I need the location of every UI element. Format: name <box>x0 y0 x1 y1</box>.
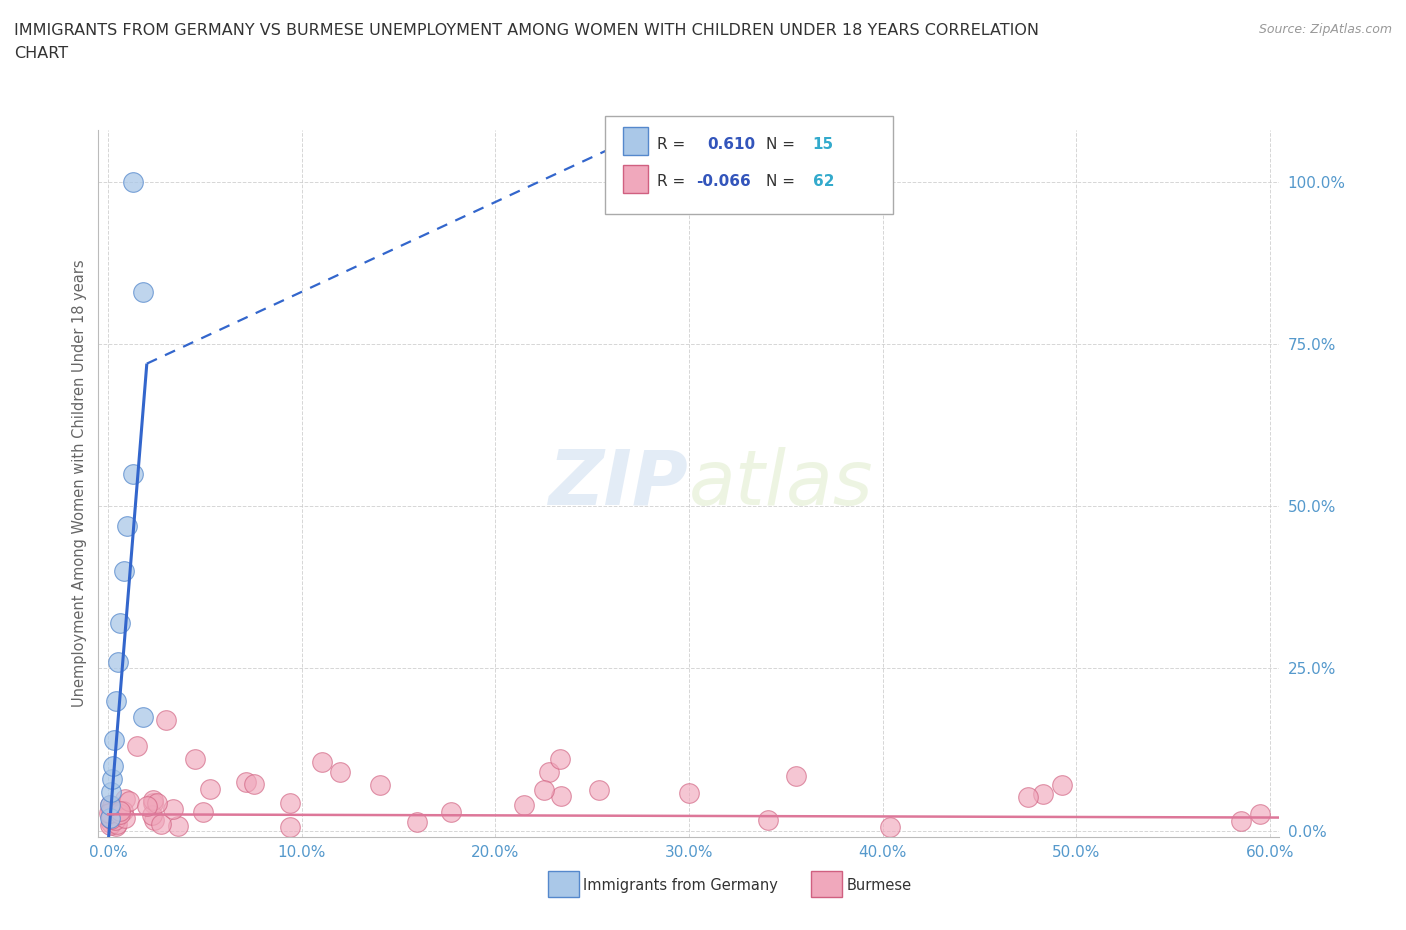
Point <box>162 802 184 817</box>
Point <box>107 655 129 670</box>
Point <box>278 819 301 834</box>
Text: atlas: atlas <box>689 446 873 521</box>
Text: IMMIGRANTS FROM GERMANY VS BURMESE UNEMPLOYMENT AMONG WOMEN WITH CHILDREN UNDER : IMMIGRANTS FROM GERMANY VS BURMESE UNEMP… <box>14 23 1039 38</box>
Point <box>406 815 429 830</box>
Point <box>111 804 134 819</box>
Point <box>110 806 132 821</box>
Point <box>98 805 121 820</box>
Point <box>329 764 352 779</box>
Point <box>132 710 155 724</box>
Text: R =: R = <box>657 137 685 152</box>
Point <box>122 175 145 190</box>
Point <box>533 783 555 798</box>
Point <box>145 795 167 810</box>
Text: ZIP: ZIP <box>550 446 689 521</box>
Point <box>98 810 121 825</box>
Point <box>114 791 136 806</box>
Point <box>101 758 124 773</box>
Point <box>368 777 391 792</box>
Point <box>278 795 301 810</box>
Point <box>100 808 122 823</box>
Text: R =: R = <box>657 174 685 189</box>
Point <box>150 817 173 831</box>
Point <box>100 805 122 820</box>
Point <box>100 809 122 824</box>
Point <box>143 813 166 828</box>
Point <box>235 775 257 790</box>
Point <box>588 782 610 797</box>
Point <box>110 804 132 818</box>
Point <box>142 792 165 807</box>
Point <box>98 797 121 812</box>
Point <box>1249 807 1271 822</box>
Point <box>114 810 136 825</box>
Point <box>678 786 700 801</box>
Text: 15: 15 <box>813 137 834 152</box>
Point <box>191 804 214 819</box>
Point <box>132 285 155 299</box>
Point <box>108 616 131 631</box>
Text: Burmese: Burmese <box>846 878 911 893</box>
Point <box>243 777 266 792</box>
Point <box>103 809 125 824</box>
Text: Immigrants from Germany: Immigrants from Germany <box>583 878 779 893</box>
Point <box>105 817 128 831</box>
Point <box>104 813 127 828</box>
Point <box>105 804 128 819</box>
Point <box>105 807 128 822</box>
Point <box>513 798 536 813</box>
Point <box>537 764 560 779</box>
Point <box>1032 787 1054 802</box>
Point <box>311 754 333 769</box>
Text: Source: ZipAtlas.com: Source: ZipAtlas.com <box>1258 23 1392 36</box>
Point <box>101 811 124 826</box>
Point <box>100 784 122 799</box>
Point <box>141 807 163 822</box>
Point <box>112 564 135 578</box>
Point <box>550 751 572 766</box>
Point <box>198 781 221 796</box>
Y-axis label: Unemployment Among Women with Children Under 18 years: Unemployment Among Women with Children U… <box>72 259 87 708</box>
Point <box>98 797 121 812</box>
Point <box>184 751 207 766</box>
Text: -0.066: -0.066 <box>696 174 751 189</box>
Point <box>103 732 125 747</box>
Point <box>550 789 572 804</box>
Point <box>155 712 177 727</box>
Point <box>122 467 145 482</box>
Text: 0.610: 0.610 <box>707 137 755 152</box>
Point <box>117 518 139 533</box>
Point <box>100 812 122 827</box>
Text: 62: 62 <box>813 174 834 189</box>
Point <box>100 803 122 817</box>
Point <box>1050 777 1073 792</box>
Point <box>440 804 463 819</box>
Point <box>100 807 122 822</box>
Point <box>167 819 190 834</box>
Point <box>127 738 149 753</box>
Point <box>98 817 121 832</box>
Text: N =: N = <box>766 137 796 152</box>
Point <box>142 795 165 810</box>
Point <box>105 819 128 834</box>
Point <box>101 771 124 786</box>
Point <box>756 812 779 827</box>
Point <box>135 798 157 813</box>
Point <box>100 816 122 830</box>
Text: N =: N = <box>766 174 796 189</box>
Point <box>1229 814 1251 829</box>
Point <box>118 794 141 809</box>
Point <box>785 768 807 783</box>
Point <box>1017 790 1039 804</box>
Point <box>100 798 122 813</box>
Text: CHART: CHART <box>14 46 67 61</box>
Point <box>879 819 901 834</box>
Point <box>104 694 127 709</box>
